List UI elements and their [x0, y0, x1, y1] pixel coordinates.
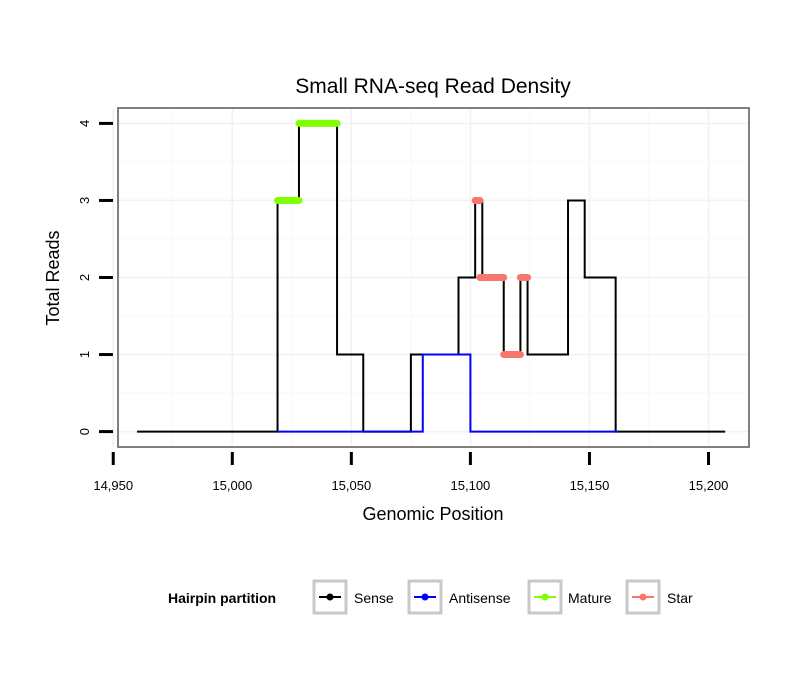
- y-tick-label: 4: [77, 120, 92, 127]
- y-tick-label: 2: [77, 274, 92, 281]
- plot-border: [117, 107, 750, 448]
- y-tick-label: 1: [77, 351, 92, 358]
- x-tick-label: 15,000: [212, 478, 252, 493]
- y-tick-label: 3: [77, 197, 92, 204]
- series-layer: [137, 119, 726, 433]
- mature-legend-dot: [541, 593, 549, 601]
- x-tick-label: 14,950: [93, 478, 133, 493]
- y-tick-label: 0: [77, 428, 92, 435]
- x-axis-title: Genomic Position: [362, 504, 503, 524]
- mature-legend-label: Mature: [568, 590, 612, 606]
- x-tick-label: 15,050: [331, 478, 371, 493]
- antisense-line: [277, 353, 619, 433]
- star-legend-label: Star: [667, 590, 693, 606]
- legend: Hairpin partition Sense Antisense Mature St…: [168, 579, 693, 615]
- legend-title: Hairpin partition: [168, 590, 276, 606]
- y-axis: 0 1 2 3 4: [77, 120, 113, 435]
- x-tick-label: 15,200: [689, 478, 729, 493]
- sense-legend-dot: [326, 593, 334, 601]
- x-axis: 14,950 15,000 15,050 15,100 15,150 15,200: [93, 452, 728, 493]
- star-legend-dot: [639, 593, 647, 601]
- antisense-legend-dot: [421, 593, 429, 601]
- sense-legend-label: Sense: [354, 590, 394, 606]
- chart-title: Small RNA-seq Read Density: [295, 75, 571, 98]
- y-axis-title: Total Reads: [43, 230, 63, 325]
- x-tick-label: 15,100: [451, 478, 491, 493]
- antisense-legend-label: Antisense: [449, 590, 511, 606]
- x-tick-label: 15,150: [570, 478, 610, 493]
